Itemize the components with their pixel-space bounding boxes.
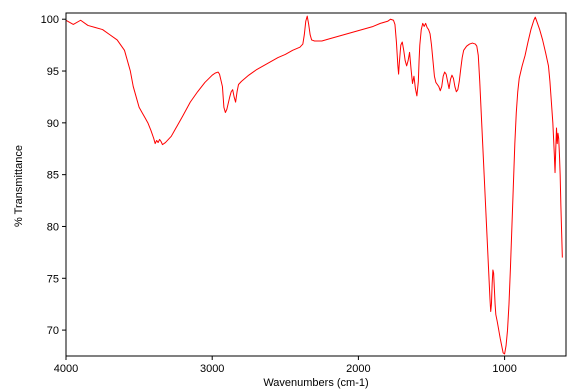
y-tick-label: 85 xyxy=(47,170,59,182)
x-tick-label: 4000 xyxy=(54,363,78,375)
ticks-layer: 4000 3000 2000 1000 70 75 80 85 90 95 100 xyxy=(41,14,517,375)
y-tick-label: 75 xyxy=(47,273,59,285)
x-tick-label: 1000 xyxy=(492,363,516,375)
x-axis-title: Wavenumbers (cm-1) xyxy=(263,377,368,389)
y-axis-title: % Transmittance xyxy=(13,145,25,227)
x-tick-label: 2000 xyxy=(346,363,370,375)
plot-frame xyxy=(65,12,567,357)
y-tick-label: 70 xyxy=(47,325,59,337)
y-tick-label: 100 xyxy=(41,14,59,26)
series-line-transmittance xyxy=(66,15,563,355)
y-tick-label: 80 xyxy=(47,221,59,233)
y-tick-label: 95 xyxy=(47,66,59,78)
y-tick-label: 90 xyxy=(47,118,59,130)
plot-layer xyxy=(66,15,563,355)
x-tick-label: 3000 xyxy=(200,363,224,375)
